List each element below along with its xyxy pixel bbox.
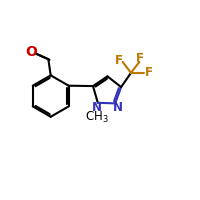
Text: N: N [113,101,123,114]
Text: CH$_3$: CH$_3$ [85,109,109,125]
Text: F: F [115,54,123,67]
Text: F: F [136,52,144,65]
Text: N: N [92,101,102,114]
Text: O: O [26,45,38,59]
Text: F: F [145,66,153,79]
